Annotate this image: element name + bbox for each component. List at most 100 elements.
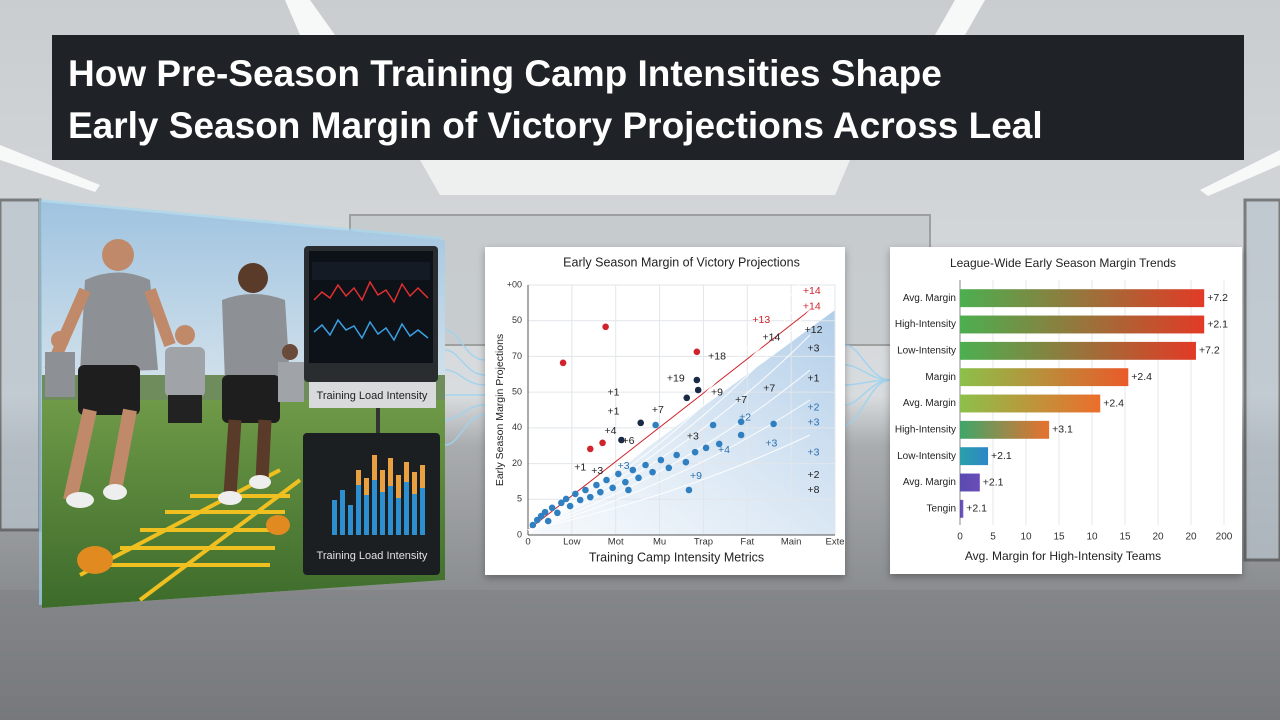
annotation: +4 xyxy=(604,425,616,437)
x-tick-label: 200 xyxy=(1216,532,1233,543)
point xyxy=(559,359,567,367)
y-tick-label: 20 xyxy=(512,458,522,468)
point xyxy=(548,504,556,512)
x-tick-label: 15 xyxy=(1053,532,1065,543)
bar xyxy=(960,394,1101,413)
point xyxy=(770,420,777,428)
x-tick-label: 20 xyxy=(1185,532,1197,543)
category-label: Tengin xyxy=(927,503,956,514)
point xyxy=(649,468,656,476)
category-label: Avg. Margin xyxy=(903,477,956,488)
annotation: +1 xyxy=(608,387,620,399)
y-axis-label: Early Season Margin Projections xyxy=(494,334,506,486)
point xyxy=(682,458,690,466)
category-label: Low-Intensity xyxy=(897,451,956,462)
point xyxy=(635,474,642,482)
ceiling-lights xyxy=(0,0,1280,196)
annotation: +3 xyxy=(808,343,820,355)
bar xyxy=(960,368,1129,387)
point xyxy=(652,421,659,429)
point xyxy=(683,394,691,402)
category-label: Avg. Margin xyxy=(903,293,956,304)
y-tick-label: 50 xyxy=(512,315,522,325)
annotation: +4 xyxy=(718,444,730,456)
x-tick-label: 15 xyxy=(1119,532,1131,543)
annotation: +6 xyxy=(622,435,634,447)
bar xyxy=(960,499,964,518)
bar xyxy=(960,420,1050,439)
title-line: How Pre-Season Training Camp Intensities… xyxy=(68,53,942,94)
bar xyxy=(960,341,1196,360)
point xyxy=(615,470,622,478)
bar xyxy=(960,315,1205,334)
bar-label: +7.2 xyxy=(1199,345,1220,357)
monitor-caption: Training Load Intensity xyxy=(317,390,428,402)
trend-line xyxy=(527,334,811,531)
y-tick-label: 40 xyxy=(512,422,522,432)
bar-chart: League-Wide Early Season Margin Trends 0 5… xyxy=(895,256,1233,563)
y-tick-label: +00 xyxy=(507,279,522,289)
annotation: +12 xyxy=(805,324,823,336)
point xyxy=(709,421,717,429)
point xyxy=(715,440,723,448)
x-tick-label: Main xyxy=(781,537,802,548)
point xyxy=(642,461,649,469)
title-line: Early Season Margin of Victory Projectio… xyxy=(68,105,1043,146)
point xyxy=(657,456,665,464)
x-axis-label: Avg. Margin for High-Intensity Teams xyxy=(965,549,1161,563)
point xyxy=(737,418,745,426)
annotation: +2 xyxy=(739,412,751,424)
x-tick-label: Fat xyxy=(740,537,754,548)
bar-label: +2.4 xyxy=(1131,371,1152,383)
point xyxy=(665,464,673,472)
point xyxy=(586,445,594,453)
annotation: +14 xyxy=(763,332,781,344)
x-tick-label: Mot xyxy=(608,537,624,548)
bar-label: +2.1 xyxy=(983,476,1004,488)
point xyxy=(582,486,589,494)
bar-label: +3.1 xyxy=(1052,424,1073,436)
x-tick-label: Mu xyxy=(653,537,666,548)
point xyxy=(693,376,701,384)
y-tick-label: 50 xyxy=(512,387,522,397)
point xyxy=(685,486,693,494)
bar xyxy=(960,473,980,492)
monitor-caption: Training Load Intensity xyxy=(317,550,428,562)
x-tick-label: 0 xyxy=(525,537,530,548)
point xyxy=(562,495,570,503)
scatter-chart: Early Season Margin of Victory Projectio… xyxy=(494,255,845,564)
point xyxy=(618,436,625,444)
bar xyxy=(960,289,1205,308)
x-tick-label: 10 xyxy=(1086,532,1098,543)
annotation: +3 xyxy=(687,431,699,443)
annotation: +1 xyxy=(574,462,586,474)
annotation: +7 xyxy=(652,404,664,416)
trend-line xyxy=(527,434,811,531)
point xyxy=(637,419,645,427)
annotation: +3 xyxy=(591,465,603,477)
point xyxy=(693,348,701,356)
y-tick-label: 70 xyxy=(512,351,522,361)
annotation: +3 xyxy=(618,460,630,472)
floor xyxy=(0,590,1280,720)
category-label: Margin xyxy=(925,372,956,383)
annotation: +13 xyxy=(752,314,770,326)
title-box xyxy=(52,35,1244,160)
y-tick-label: 0 xyxy=(517,529,522,539)
annotation: +9 xyxy=(711,387,723,399)
annotation: +9 xyxy=(690,470,702,482)
point xyxy=(691,448,699,456)
bar xyxy=(960,447,989,466)
point xyxy=(673,451,680,459)
x-tick-label: Low xyxy=(563,537,581,548)
annotation: +18 xyxy=(708,351,726,363)
x-tick-label: 20 xyxy=(1152,532,1164,543)
annotation: +3 xyxy=(808,447,820,459)
category-label: Avg. Margin xyxy=(903,398,956,409)
annotation: +7 xyxy=(763,383,775,395)
point xyxy=(599,439,606,447)
x-tick-label: 0 xyxy=(957,532,963,543)
monitor-top: Training Load Intensity xyxy=(304,246,438,408)
annotation: +3 xyxy=(765,438,777,450)
